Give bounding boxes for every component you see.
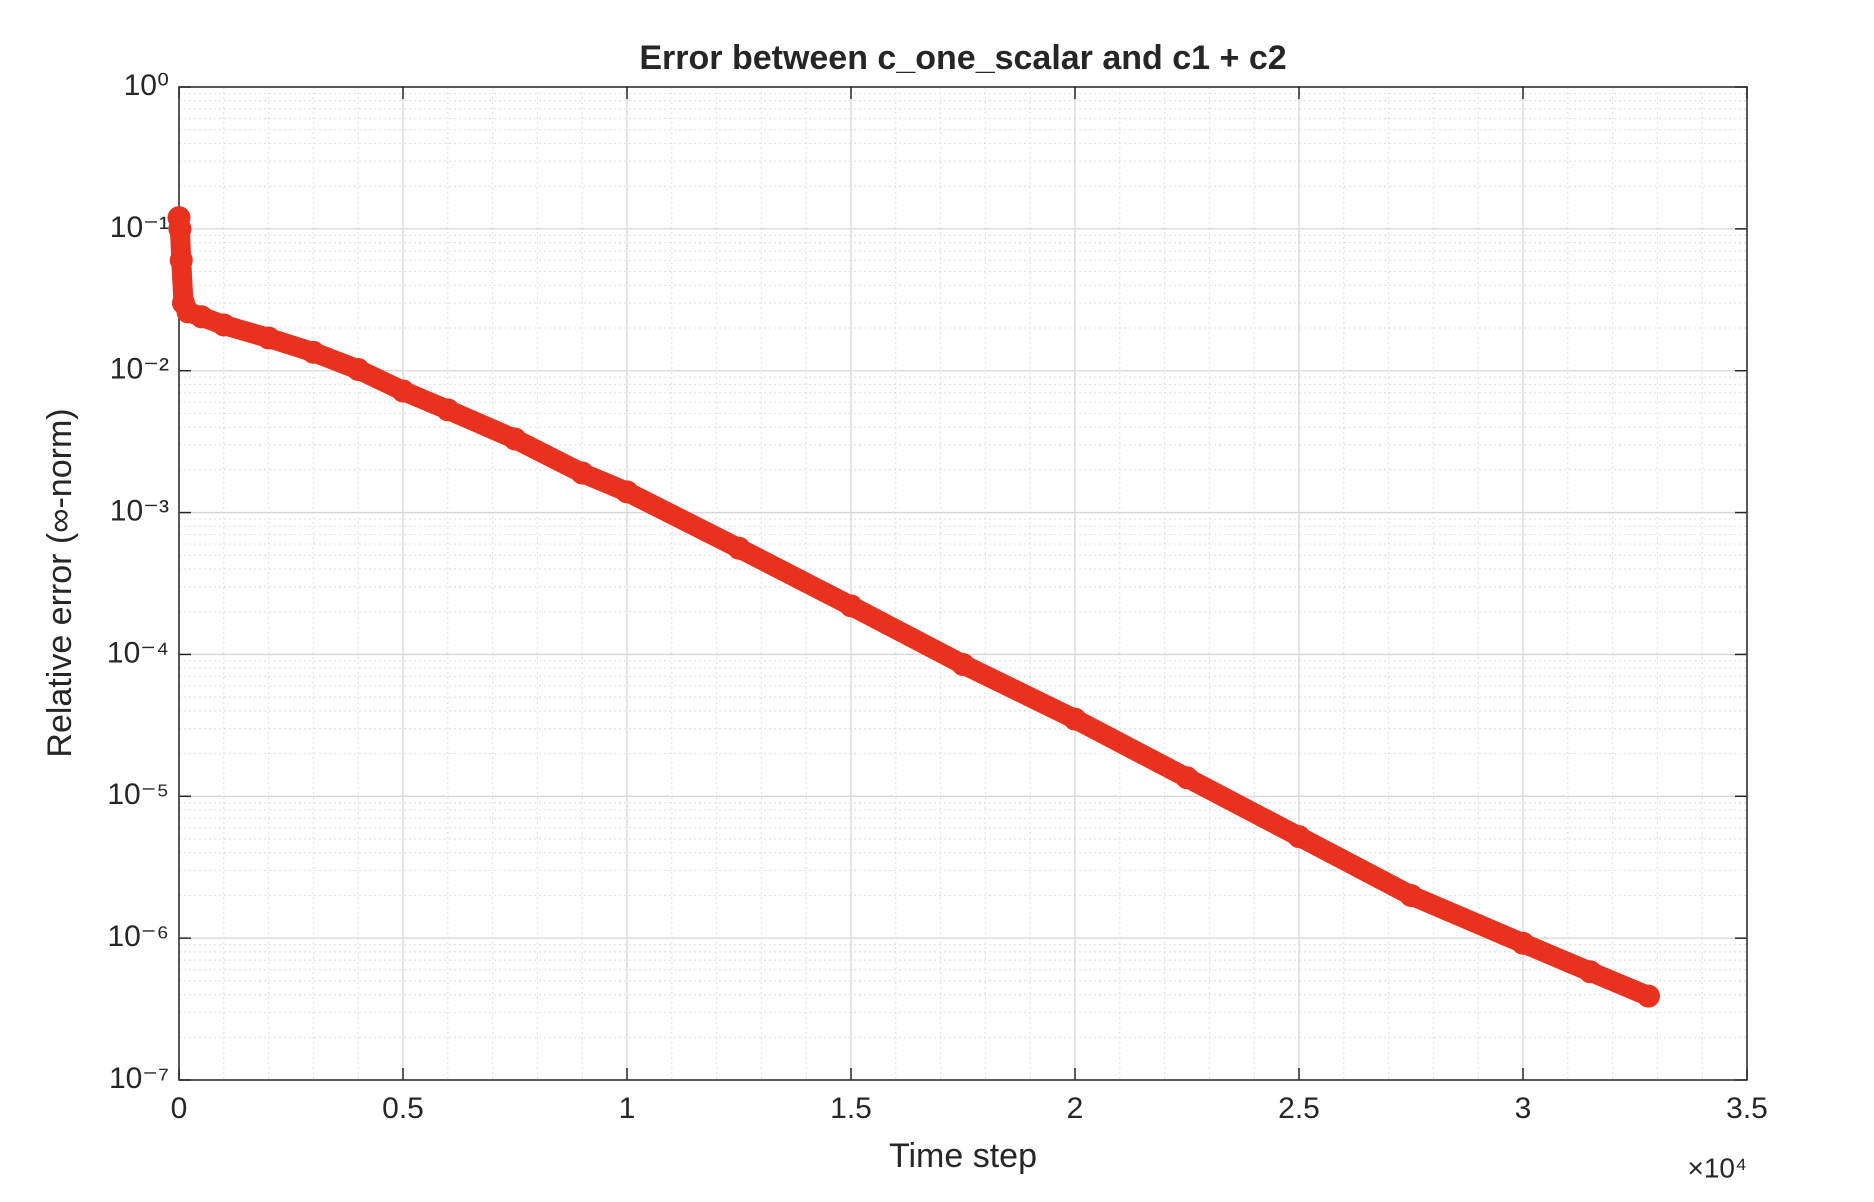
plot-frame [178, 86, 1748, 1081]
point [1511, 931, 1535, 955]
x-tick-label: 2 [1067, 1092, 1084, 1125]
line [169, 207, 1659, 1007]
point [436, 398, 460, 422]
point [257, 326, 281, 350]
x-multiplier: ×10⁴ [1687, 1152, 1747, 1183]
point [839, 594, 863, 618]
x-tick-label: 0 [171, 1092, 188, 1125]
y-tick-label: 10⁻⁵ [107, 778, 169, 811]
point [1399, 883, 1423, 907]
point [1063, 707, 1087, 731]
point [168, 217, 192, 241]
point [301, 340, 325, 364]
point [346, 357, 370, 381]
point [570, 461, 594, 485]
point [212, 313, 236, 337]
x-tick-label: 1.5 [830, 1092, 872, 1125]
y-tick-label: 10⁻⁷ [109, 1062, 169, 1095]
point [1175, 766, 1199, 790]
chart-title: Error between c_one_scalar and c1 + c2 [639, 39, 1286, 77]
point [615, 480, 639, 504]
y-tick-label: 10⁻¹ [110, 211, 169, 244]
y-axis-label: Relative error (∞-norm) [41, 408, 79, 757]
x-axis-label: Time step [889, 1137, 1037, 1175]
point [503, 427, 527, 451]
x-tick-label: 2.5 [1278, 1092, 1320, 1125]
x-tick-label: 0.5 [382, 1092, 424, 1125]
point [1636, 984, 1660, 1008]
y-tick-label: 10⁰ [124, 69, 169, 102]
x-tick-label: 3.5 [1726, 1092, 1768, 1125]
point [951, 652, 975, 676]
y-tick-label: 10⁻³ [110, 494, 169, 527]
y-tick-label: 10⁻⁶ [107, 920, 169, 953]
point [391, 379, 415, 403]
point [189, 305, 213, 329]
x-tick-label: 3 [1515, 1092, 1532, 1125]
x-tick-label: 1 [619, 1092, 636, 1125]
y-tick-label: 10⁻² [110, 353, 169, 386]
point [1287, 825, 1311, 849]
y-tick-label: 10⁻⁴ [107, 636, 169, 669]
point [169, 248, 193, 272]
point [1578, 960, 1602, 984]
point [727, 536, 751, 560]
